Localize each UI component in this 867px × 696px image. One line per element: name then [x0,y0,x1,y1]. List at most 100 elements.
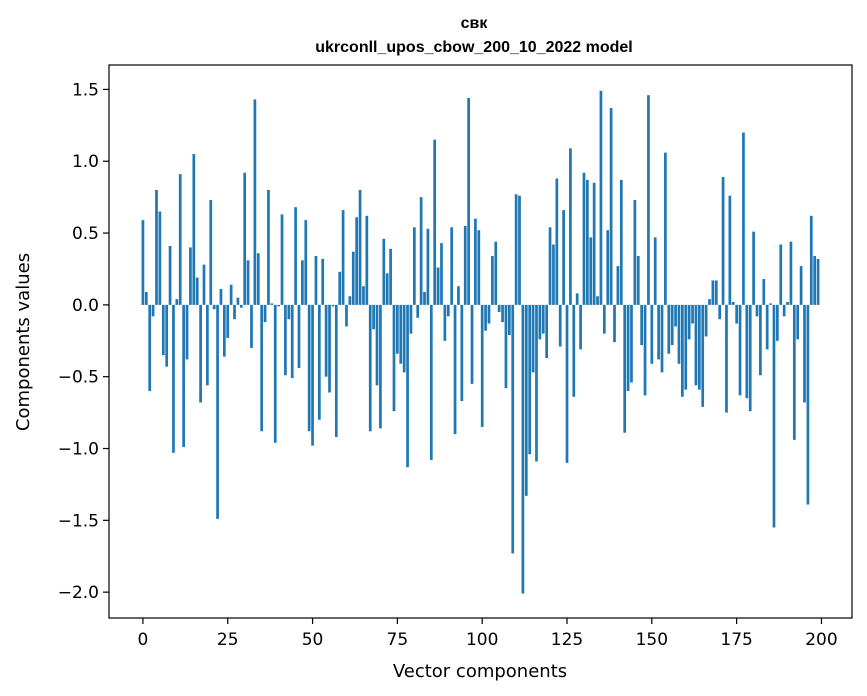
bar [613,304,616,343]
bar [697,304,701,390]
y-tick-label: 0.0 [72,296,99,316]
bar [558,304,562,347]
bar [334,304,338,438]
bar [412,227,416,305]
bar [796,304,800,340]
bar [426,228,430,305]
bar [199,304,202,403]
bar [779,244,783,305]
x-tick-label: 25 [217,630,239,650]
bar [168,245,172,305]
bar [718,304,722,320]
x-tick-label: 175 [720,630,752,650]
bar [711,280,715,305]
bar [786,302,789,305]
bar [307,304,311,432]
bar [399,304,403,364]
bar [789,241,793,305]
bar [219,289,223,305]
bar [636,256,640,305]
bar [647,95,650,305]
bar [202,264,206,305]
bar [667,304,671,354]
bar [792,304,796,440]
bar [389,248,392,305]
bar [243,172,247,305]
bar [474,218,477,305]
bar [297,304,301,369]
bar [664,152,667,305]
bar [450,227,454,305]
bar [236,297,240,305]
x-tick-label: 0 [138,630,149,650]
bar [144,291,148,305]
bar [362,286,365,305]
bar [806,304,810,505]
bar [331,304,335,307]
y-tick-label: −1.5 [58,511,99,531]
bar [745,304,749,399]
bar [222,304,226,357]
bar [446,304,450,317]
bar [487,304,491,324]
bar [657,304,660,360]
bar [602,304,606,334]
bar [348,296,352,305]
y-tick-label: −1.0 [58,440,99,460]
bar [816,258,820,305]
bar [460,304,464,402]
bar [324,304,328,377]
bar [263,304,267,323]
x-tick-label: 100 [466,630,498,650]
bar [148,304,152,392]
x-axis-label: Vector components [393,661,567,682]
bar [616,266,620,305]
bar [443,304,447,341]
bar [175,299,179,305]
bar [440,243,443,305]
bar [708,299,711,305]
bar [433,139,437,305]
bar [416,304,420,318]
bar [735,304,738,324]
bar [385,273,389,305]
bar [165,304,169,367]
bar [355,217,359,305]
bar [233,304,236,320]
bar [569,148,572,305]
bar [392,304,396,412]
bar [759,304,762,376]
bar [172,304,175,453]
bar [239,304,243,308]
bar [358,189,362,305]
bar [267,189,270,305]
bar [470,304,474,384]
bar [701,304,705,407]
bar [195,277,199,305]
bar [365,215,369,305]
bar [229,284,233,305]
bar [511,304,515,554]
x-tick-label: 75 [387,630,409,650]
bar [484,304,487,331]
bar [582,172,586,305]
bar [623,304,627,433]
bar [579,304,582,350]
bar [409,304,413,334]
bar [494,241,498,305]
bar [738,304,742,396]
bar [555,178,559,305]
bar [725,304,728,413]
bar [776,304,779,341]
bar [521,304,525,594]
y-axis-ticks: −2.0 −1.5 −1.0 −0.5 0.0 0.5 1.0 1.5 [58,80,109,603]
bar [640,304,644,346]
y-tick-label: 1.5 [72,80,99,100]
bar [311,304,314,446]
bar [304,220,308,305]
x-tick-label: 200 [805,630,837,650]
y-axis-label: Components values [13,253,34,431]
bar [463,225,467,305]
bar [650,304,654,364]
